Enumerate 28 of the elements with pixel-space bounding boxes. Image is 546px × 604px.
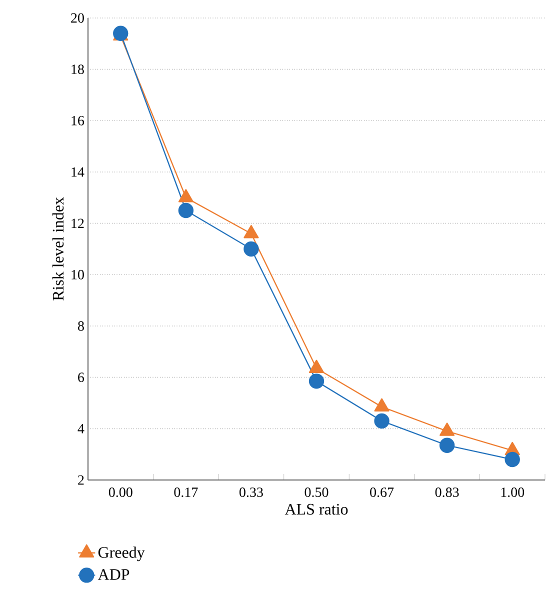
x-tick-label: 0.00: [108, 488, 132, 498]
y-tick-label: 12: [72, 218, 84, 228]
y-tick-label: 18: [72, 64, 84, 74]
x-tick-label: 0.17: [174, 488, 198, 498]
x-tick-label: 0.33: [240, 488, 263, 498]
point: [244, 241, 259, 257]
x-tick-label: 0.50: [304, 488, 328, 498]
y-tick-label: 2: [78, 475, 84, 485]
point: [439, 438, 455, 453]
y-tick-label: 6: [78, 372, 84, 382]
x-tick-label: 1.00: [501, 488, 524, 498]
x-tick-label: 0.67: [370, 488, 394, 498]
point: [440, 422, 455, 436]
point: [308, 374, 324, 389]
y-tick-label: 20: [71, 13, 84, 23]
y-tick-label: 16: [72, 116, 84, 126]
y-tick-label: 14: [72, 167, 84, 177]
x-axis-title: ALS ratio: [284, 504, 348, 515]
point: [504, 452, 520, 468]
y-tick-label: 10: [72, 270, 84, 280]
legend-label: ADP: [98, 569, 130, 580]
legend-label: Greedy: [98, 546, 145, 562]
y-tick-label: 4: [78, 424, 84, 434]
x-tick-label: 0.83: [435, 488, 459, 498]
point: [178, 202, 194, 218]
point: [374, 413, 390, 429]
y-axis-title: Risk level index: [52, 197, 64, 301]
y-tick-label: 8: [78, 321, 84, 331]
